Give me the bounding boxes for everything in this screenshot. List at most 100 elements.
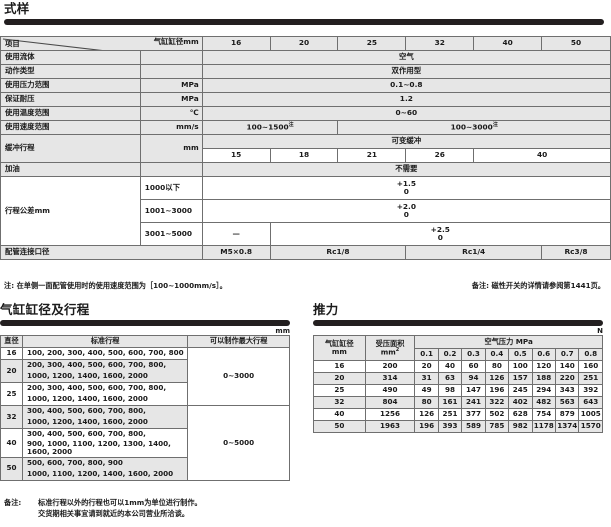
thrust-50-0.6: 1178: [531, 420, 556, 433]
thrust-40-0.1: 126: [414, 408, 439, 421]
stroke-values-16: 100, 200, 300, 400, 500, 600, 700, 800: [21, 347, 189, 360]
thrust-area-40: 1256: [364, 408, 416, 421]
stroke-values-32-a: 300, 400, 500, 600, 700, 800,: [21, 405, 189, 417]
cushion-value-32: 26: [405, 148, 475, 163]
row-unit-cushion: mm: [139, 134, 203, 163]
thrust-20-0.1: 31: [414, 372, 439, 385]
stroke-table: 直径 标准行程 可以制作最大行程 16 100, 200, 300, 400, …: [0, 335, 290, 481]
thrust-bore-20: 20: [313, 372, 366, 385]
thrust-20-0.3: 94: [461, 372, 486, 385]
thrust-section-title: 推力: [313, 302, 339, 317]
bore-col-25: 25: [337, 36, 407, 51]
thrust-25-0.6: 294: [531, 384, 556, 397]
row-label-action-type: 动作类型: [0, 64, 141, 79]
thrust-50-0.7: 1374: [554, 420, 580, 433]
thrust-16-0.3: 60: [461, 360, 486, 373]
specifications-table: 气缸缸径mm 项目 16 20 25 32 40 50 使用流体 空气 动作类型: [0, 36, 611, 260]
thrust-40-0.8: 1005: [578, 408, 603, 421]
pressure-col-0.8: 0.8: [578, 347, 603, 361]
stroke-values-40-b: 900, 1000, 1100, 1200, 1300, 1400, 1600,…: [21, 439, 189, 458]
thrust-bore-32: 32: [313, 396, 366, 409]
pressure-col-0.1: 0.1: [414, 347, 439, 361]
row-tolerance-1: 行程公差mm 1000以下 +1.5 0: [0, 176, 611, 246]
thrust-25-0.8: 392: [578, 384, 603, 397]
stroke-unit-label: mm: [275, 327, 290, 335]
thrust-20-0.5: 157: [508, 372, 533, 385]
thrust-25-0.4: 196: [484, 384, 510, 397]
thrust-40-0.4: 502: [484, 408, 510, 421]
thrust-table-grid: 气缸缸径 mm 受压面积 mm2 空气压力 MPa 0.1 0.2 0.3 0.…: [313, 335, 603, 433]
stroke-max-0-3000: 0~3000: [187, 347, 290, 406]
stroke-values-40-a: 300, 400, 500, 600, 700, 800,: [21, 428, 189, 440]
thrust-header-bore: 气缸缸径 mm: [313, 335, 366, 361]
thrust-16-0.4: 80: [484, 360, 510, 373]
cushion-value-20: 18: [269, 148, 339, 163]
thrust-50-0.5: 982: [508, 420, 533, 433]
stroke-header-bore: 直径: [0, 335, 23, 348]
thrust-section-rule-bar: [313, 320, 603, 326]
diagonal-divider-icon: [2, 38, 99, 50]
thrust-32-0.5: 402: [508, 396, 533, 409]
table-row: 20 314 31 63 94 126 157 188 220 251: [313, 372, 603, 385]
thrust-header-area-line1: 受压面积: [375, 339, 405, 349]
row-label-proof-pressure: 保证耐压: [0, 92, 141, 107]
table-row: 25 490 49 98 147 196 245 294 343 392: [313, 384, 603, 397]
speed-high-value: 100~3000: [450, 122, 493, 132]
row-value-temperature-range: 0~60: [201, 106, 611, 121]
speed-low-value: 100~1500: [246, 122, 289, 132]
thrust-16-0.7: 140: [554, 360, 580, 373]
thrust-bore-50: 50: [313, 420, 366, 433]
thrust-40-0.2: 251: [437, 408, 463, 421]
page-title: 式样: [4, 1, 30, 16]
row-value-speed-high: 100~3000注: [337, 120, 611, 135]
thrust-20-0.7: 220: [554, 372, 580, 385]
row-unit-fluid: [139, 50, 203, 65]
header-corner-cell: 气缸缸径mm 项目: [0, 36, 203, 51]
thrust-32-0.7: 563: [554, 396, 580, 409]
thrust-bore-16: 16: [313, 360, 366, 373]
tolerance-plus-3: +2.5: [430, 225, 450, 235]
row-tolerance-2: 1001~3000 +2.0 0: [1, 199, 611, 223]
port-size-32-40: Rc1/4: [405, 245, 543, 260]
table-row: 1000, 1100, 1200, 1400, 1600, 2000: [1, 468, 290, 481]
thrust-40-0.3: 377: [461, 408, 486, 421]
row-unit-action-type: [139, 64, 203, 79]
row-speed-range: 使用速度范围 mm/s 100~1500注 100~3000注: [0, 120, 611, 135]
stroke-header-max: 可以制作最大行程: [187, 335, 290, 348]
pressure-col-0.4: 0.4: [484, 347, 510, 361]
row-label-speed-range: 使用速度范围: [0, 120, 141, 135]
tolerance-range-3: 3001~5000: [139, 222, 203, 246]
stroke-values-25-b: 1000, 1200, 1400, 1600, 2000: [21, 394, 189, 406]
stroke-bore-40: 40: [0, 428, 23, 458]
stroke-remark: 备注: 标准行程以外的行程也可以1mm为单位进行制作。 交货期相关事宜请到就近的本…: [4, 497, 304, 519]
thrust-40-0.7: 879: [554, 408, 580, 421]
thrust-16-0.5: 100: [508, 360, 533, 373]
row-value-proof-pressure: 1.2: [201, 92, 611, 107]
thrust-header-area-superscript: 2: [395, 346, 400, 353]
tolerance-plus-1: +1.5: [396, 179, 416, 189]
row-unit-temperature-range: ℃: [139, 106, 203, 121]
thrust-25-0.5: 245: [508, 384, 533, 397]
row-value-pressure-range: 0.1~0.8: [201, 78, 611, 93]
thrust-20-0.6: 188: [531, 372, 556, 385]
row-unit-lubrication: [139, 162, 203, 177]
stroke-remark-label: 备注:: [4, 498, 22, 507]
note-right: 备注: 磁性开关的详情请参阅第1441页。: [471, 281, 605, 290]
tolerance-value-3: +2.5 0: [269, 222, 611, 246]
tolerance-minus-2: 0: [403, 210, 409, 219]
stroke-max-0-5000: 0~5000: [187, 405, 290, 481]
thrust-header-row-2: 0.1 0.2 0.3 0.4 0.5 0.6 0.7 0.8: [314, 347, 603, 361]
cushion-value-25: 21: [337, 148, 407, 163]
stroke-remark-line1: 标准行程以外的行程也可以1mm为单位进行制作。: [38, 498, 202, 507]
row-label-temperature-range: 使用温度范围: [0, 106, 141, 121]
thrust-40-0.5: 628: [508, 408, 533, 421]
thrust-20-0.2: 63: [437, 372, 463, 385]
bore-col-20: 20: [269, 36, 339, 51]
thrust-header-area: 受压面积 mm2: [364, 335, 416, 361]
spec-header-row: 气缸缸径mm 项目 16 20 25 32 40 50: [0, 36, 611, 51]
thrust-table: 气缸缸径 mm 受压面积 mm2 空气压力 MPa 0.1 0.2 0.3 0.…: [313, 335, 603, 433]
row-action-type: 动作类型 双作用型: [0, 64, 611, 79]
row-cushion-type: 缓冲行程 mm 可变缓冲: [0, 134, 611, 163]
tolerance-range-2: 1001~3000: [139, 199, 203, 223]
